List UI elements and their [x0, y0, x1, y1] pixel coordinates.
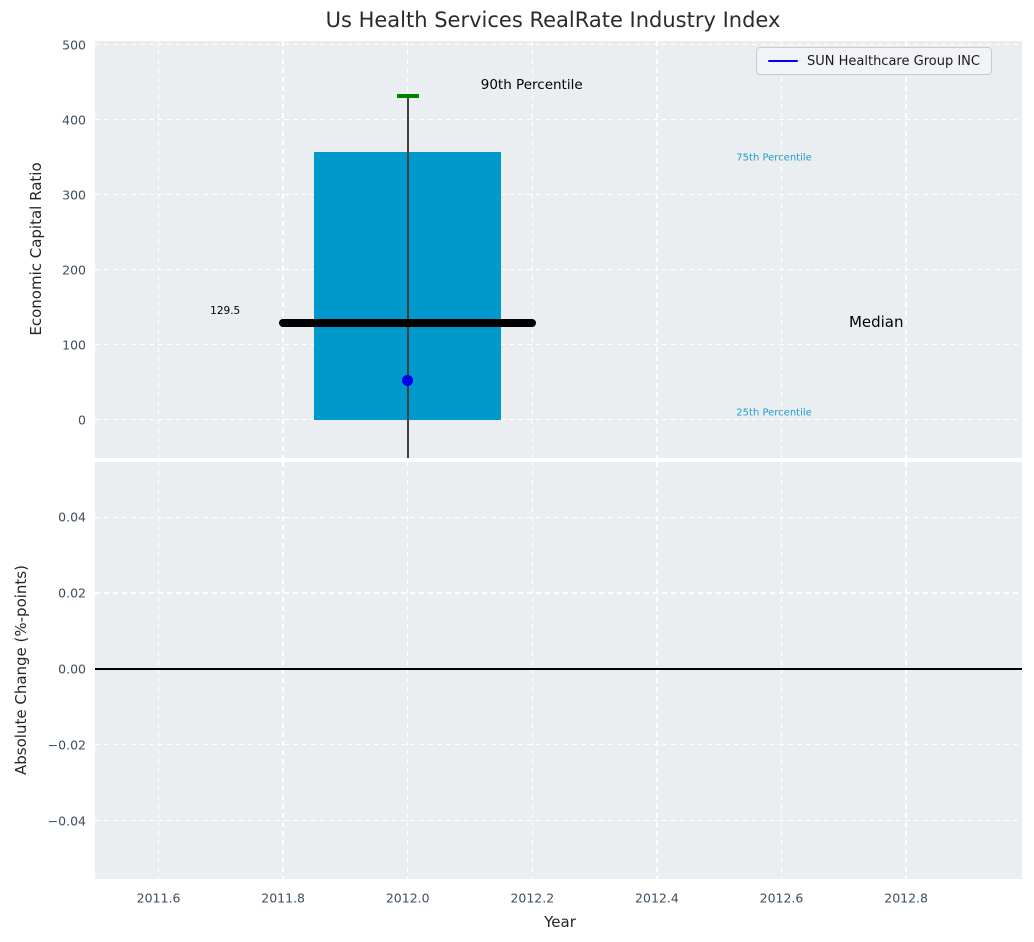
y-tick-label: −0.02: [47, 737, 86, 753]
gridline: [95, 44, 1022, 46]
gridline: [95, 744, 1022, 746]
y-tick-label: 0.00: [58, 661, 86, 677]
x-tick-label: 2012.4: [635, 890, 679, 906]
whisker-line: [406, 95, 409, 458]
annotation-median-value: 129.5: [210, 305, 241, 317]
legend-label: SUN Healthcare Group INC: [807, 53, 980, 69]
gridline: [905, 41, 907, 458]
bottom-y-axis-label: Absolute Change (%-points): [12, 565, 30, 775]
gridline: [95, 194, 1022, 196]
x-axis-label: Year: [544, 913, 576, 931]
gridline: [95, 344, 1022, 346]
bottom-axes-plot-area: [95, 462, 1022, 879]
legend-box: SUN Healthcare Group INC: [756, 47, 992, 75]
x-tick-label: 2011.8: [261, 890, 306, 906]
gridline: [157, 41, 160, 458]
gridline: [407, 462, 409, 879]
y-tick-label: 200: [62, 262, 86, 278]
annotation-p90-label: 90th Percentile: [480, 76, 583, 93]
gridline: [780, 41, 783, 458]
gridline: [531, 462, 534, 879]
gridline: [95, 269, 1022, 271]
legend-line-sample: [768, 59, 798, 63]
gridline: [905, 462, 907, 879]
p90-cap: [396, 93, 419, 98]
gridline: [282, 41, 284, 458]
gridline: [95, 419, 1022, 421]
x-tick-label: 2012.0: [385, 890, 430, 906]
gridline: [95, 592, 1022, 594]
y-tick-label: −0.04: [47, 813, 86, 829]
gridline: [95, 516, 1022, 519]
gridline: [282, 462, 284, 879]
gridline: [656, 41, 658, 458]
gridline: [656, 462, 658, 879]
annotation-median-label: Median: [848, 312, 904, 331]
zero-line: [95, 668, 1022, 670]
y-tick-label: 100: [62, 337, 86, 353]
x-tick-label: 2012.8: [884, 890, 928, 906]
company-point: [402, 375, 414, 387]
gridline: [95, 819, 1022, 822]
annotation-p25-label: 25th Percentile: [736, 407, 812, 419]
y-tick-label: 500: [62, 37, 86, 53]
y-tick-label: 400: [62, 112, 86, 128]
annotation-p75-label: 75th Percentile: [736, 152, 812, 164]
y-tick-label: 0.02: [58, 585, 86, 601]
y-tick-label: 0.04: [58, 509, 86, 525]
median-line: [279, 318, 537, 327]
x-tick-label: 2012.6: [759, 890, 804, 906]
gridline: [531, 41, 534, 458]
top-y-axis-label: Economic Capital Ratio: [27, 162, 45, 336]
gridline: [95, 119, 1022, 121]
x-tick-label: 2011.6: [136, 890, 181, 906]
top-axes-plot-area: [95, 41, 1022, 458]
gridline: [157, 462, 160, 879]
x-tick-label: 2012.2: [510, 890, 555, 906]
y-tick-label: 0: [78, 412, 86, 428]
y-tick-label: 300: [62, 187, 86, 203]
chart-title: Us Health Services RealRate Industry Ind…: [325, 8, 781, 32]
gridline: [780, 462, 783, 879]
